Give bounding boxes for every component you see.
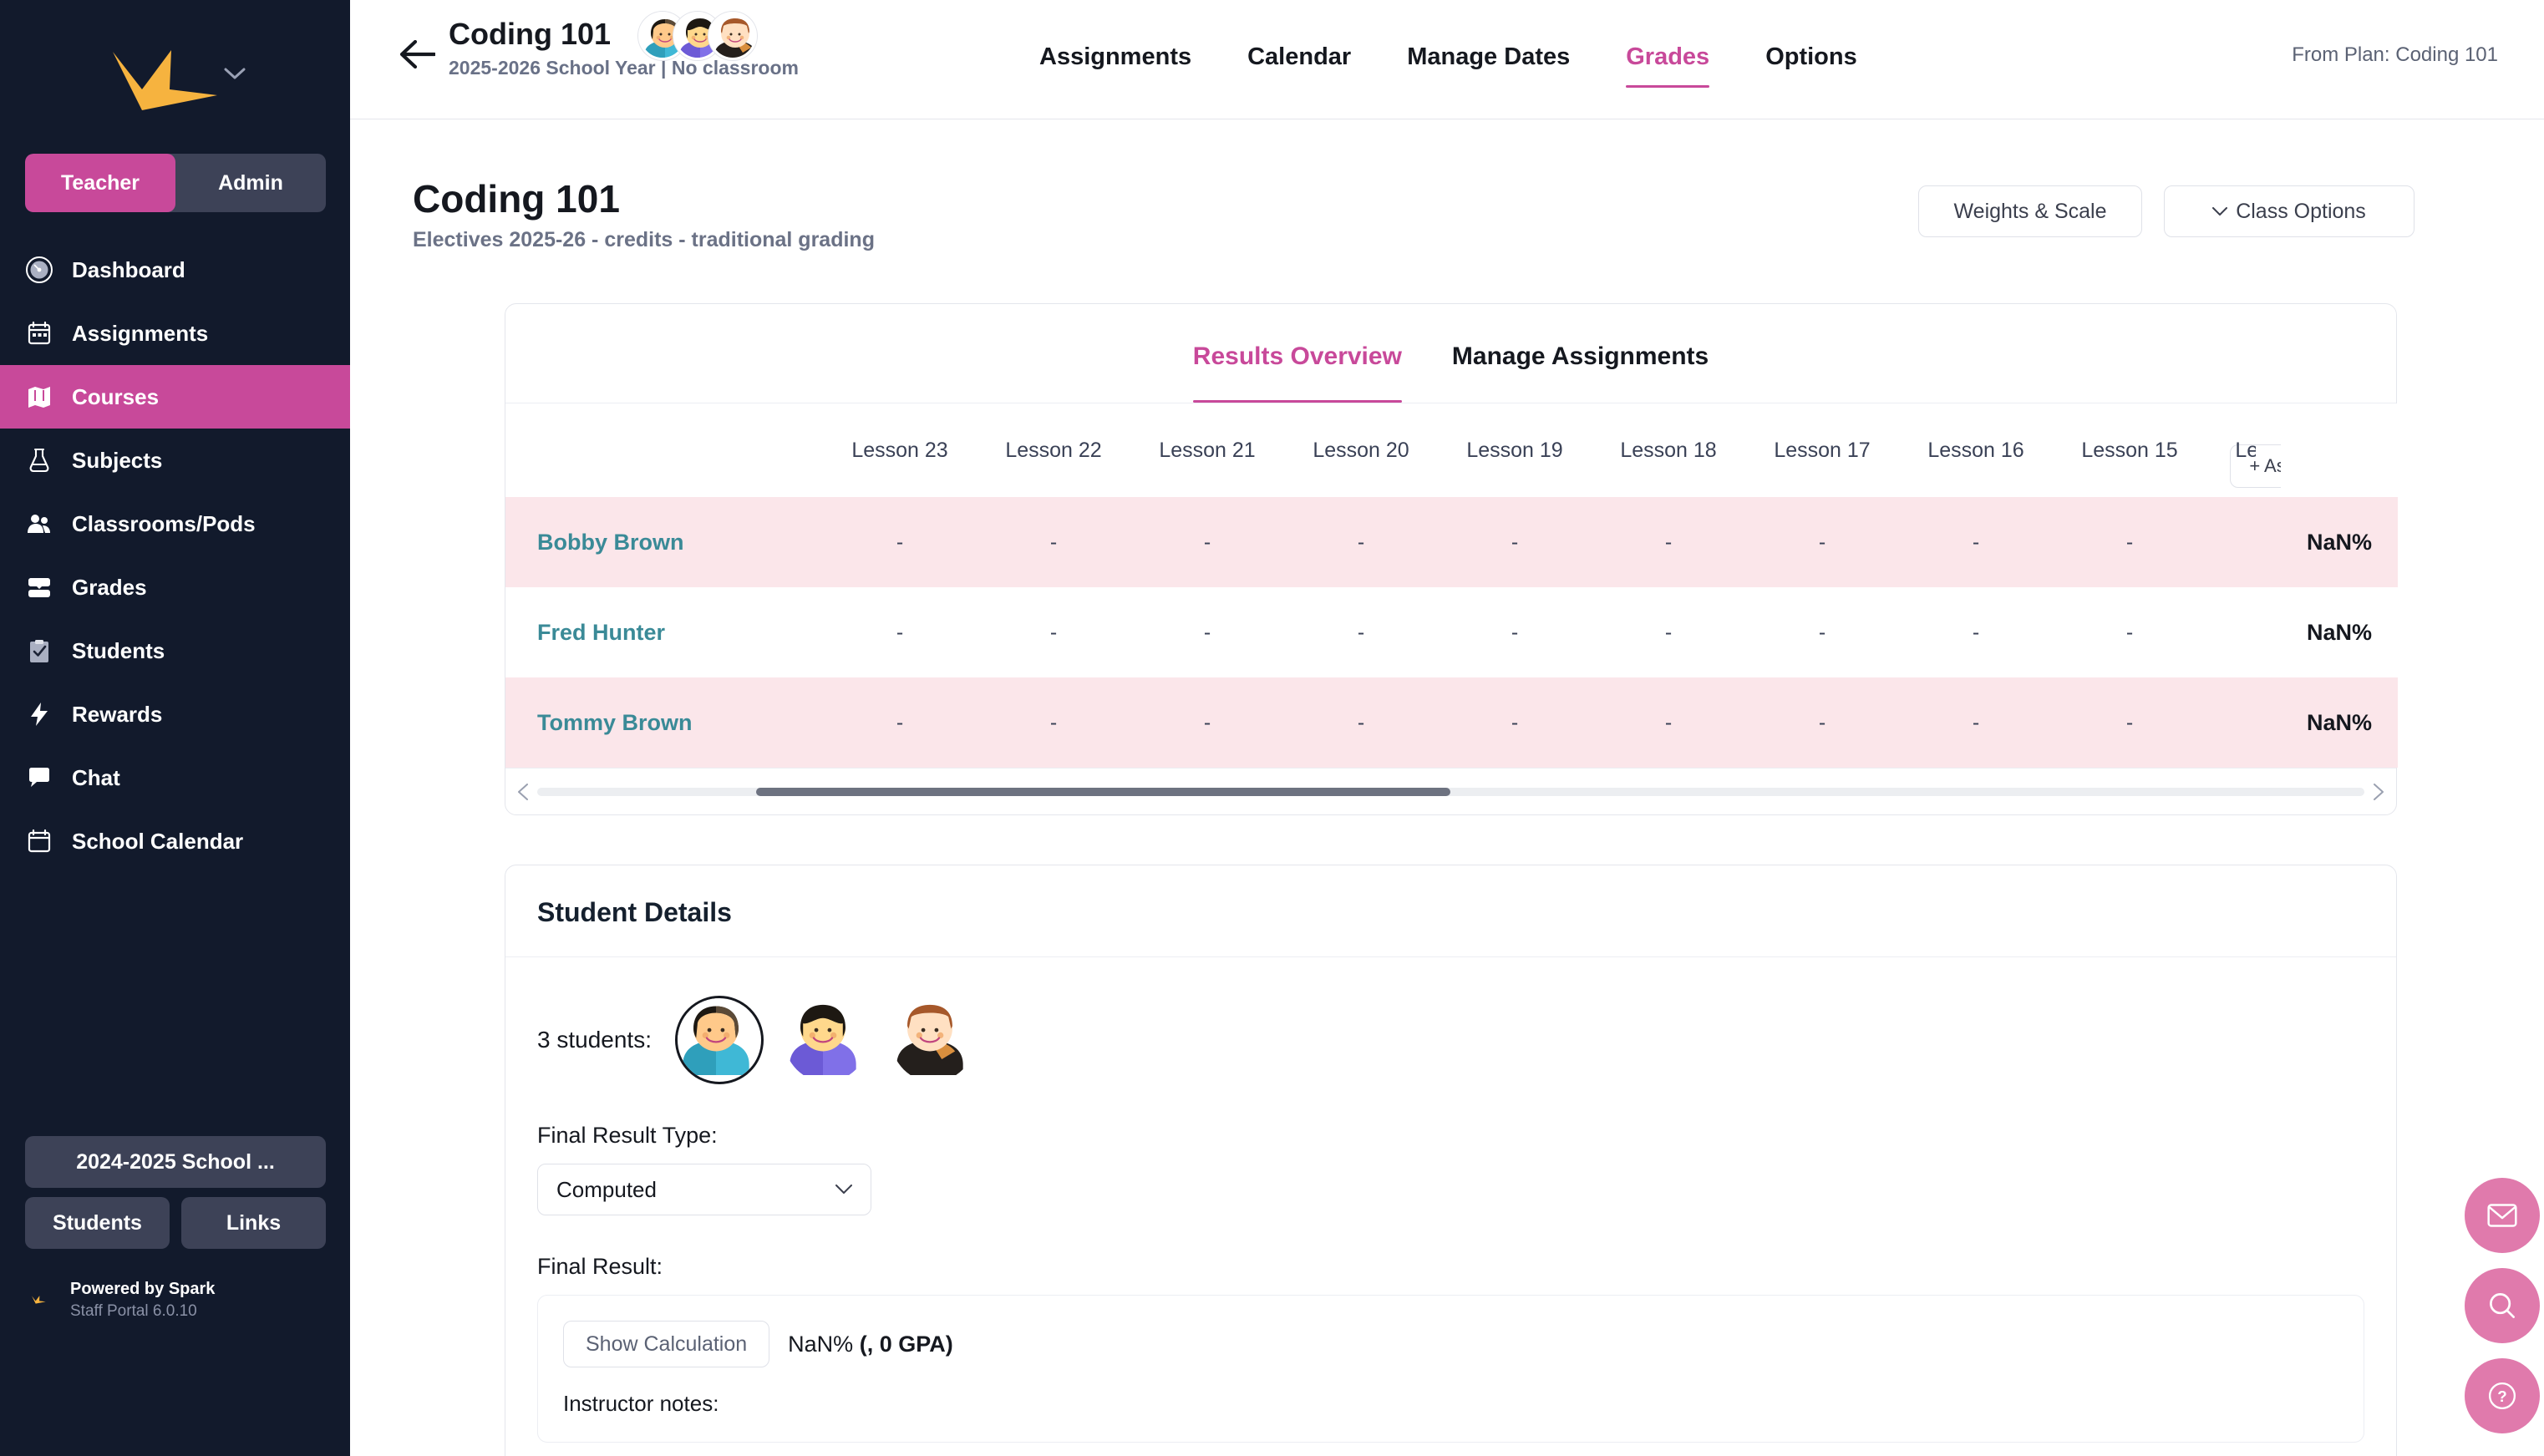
svg-text:?: ? [2497, 1388, 2506, 1405]
